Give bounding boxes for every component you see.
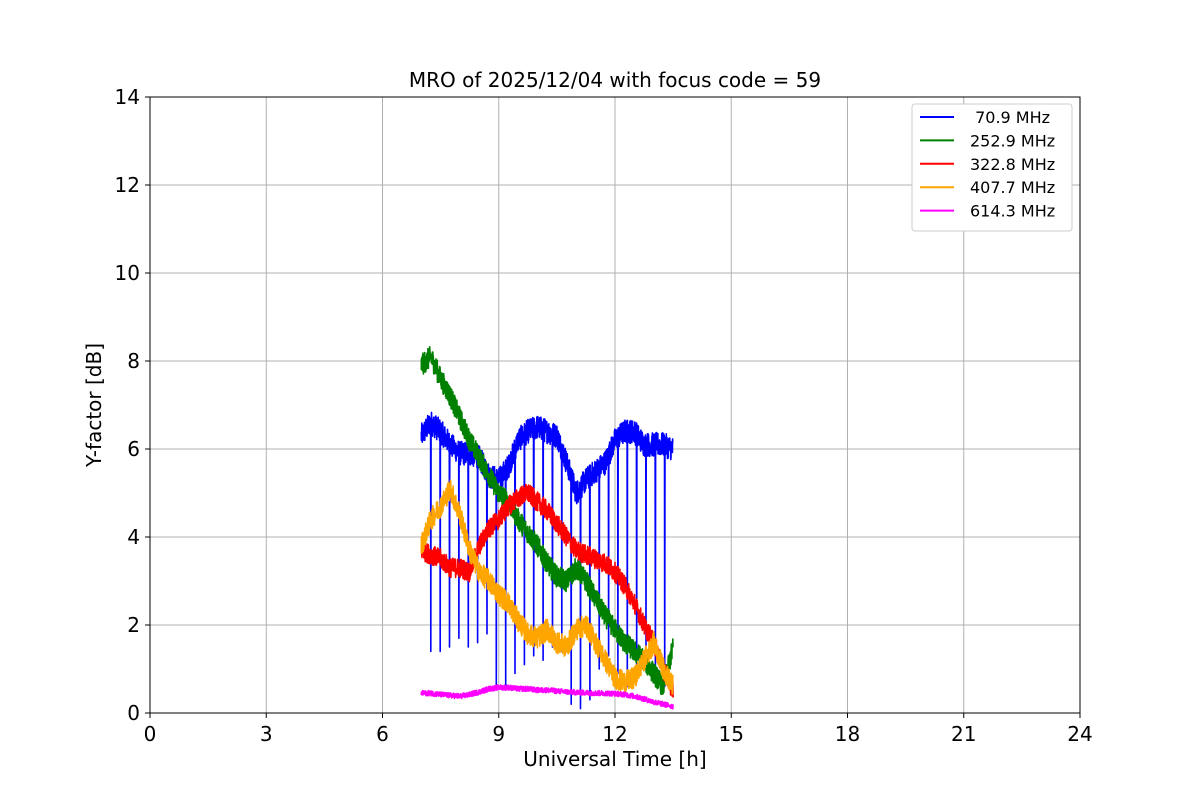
x-tick-label: 3 <box>260 722 273 746</box>
legend-box <box>911 103 1073 232</box>
x-tick-label: 15 <box>719 722 744 746</box>
y-tick-label: 12 <box>115 173 140 197</box>
series-line-5 <box>420 684 674 710</box>
x-tick-label: 24 <box>1067 722 1092 746</box>
x-tick-label: 21 <box>951 722 976 746</box>
x-tick-label: 0 <box>144 722 157 746</box>
y-tick-label: 14 <box>115 85 140 109</box>
y-axis-label: Y-factor [dB] <box>82 343 106 468</box>
x-tick-label: 12 <box>602 722 627 746</box>
y-tick-label: 4 <box>127 525 140 549</box>
y-tick-label: 10 <box>115 261 140 285</box>
legend-entry: 70.9 MHz <box>970 108 1050 127</box>
legend-entry: 407.7 MHz <box>970 178 1055 197</box>
x-tick-label: 18 <box>835 722 860 746</box>
y-tick-label: 0 <box>127 701 140 725</box>
x-axis-label: Universal Time [h] <box>523 747 706 771</box>
legend-entry: 252.9 MHz <box>970 131 1055 150</box>
series-layer <box>420 346 674 710</box>
legend: 70.9 MHz 252.9 MHz 322.8 MHz 407.7 MHz 614.3… <box>911 103 1073 232</box>
series-line-2 <box>420 346 674 695</box>
series-line-4 <box>420 479 674 695</box>
y-tick-label: 2 <box>127 613 140 637</box>
y-tick-label: 6 <box>127 437 140 461</box>
y-tick-label: 8 <box>127 349 140 373</box>
series-line-3 <box>420 483 674 698</box>
chart-title: MRO of 2025/12/04 with focus code = 59 <box>409 68 821 92</box>
series-line-1 <box>420 411 674 710</box>
x-tick-label: 9 <box>492 722 505 746</box>
x-tick-label: 6 <box>376 722 389 746</box>
legend-entry: 322.8 MHz <box>970 155 1055 174</box>
legend-entry: 614.3 MHz <box>970 202 1055 221</box>
